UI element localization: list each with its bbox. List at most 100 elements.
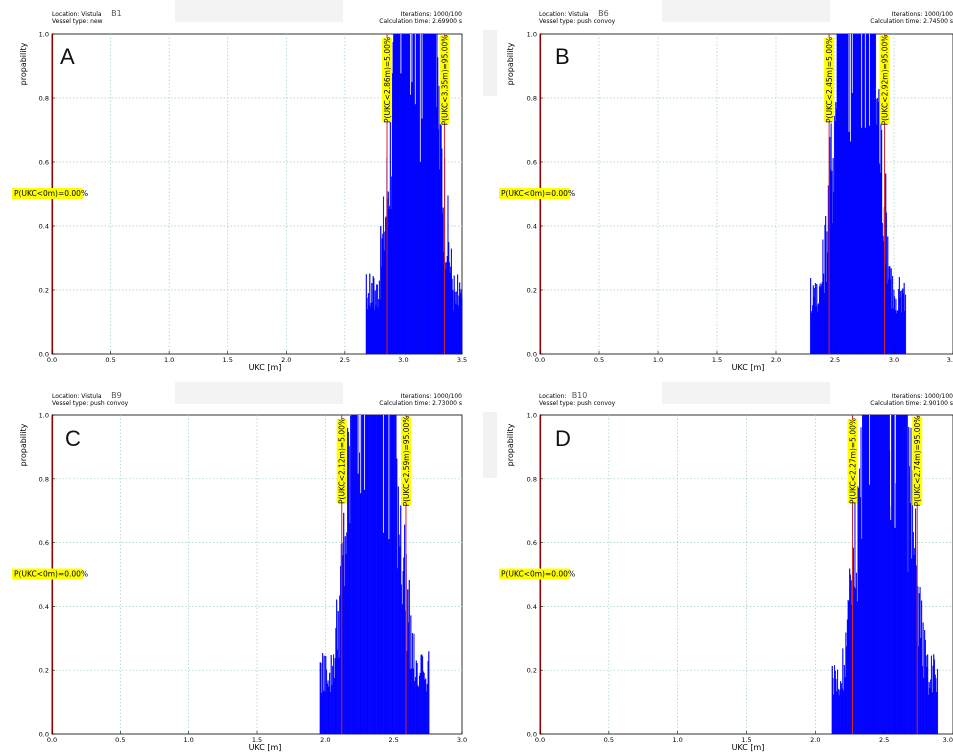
y-tick-label: 0.2 (39, 667, 49, 675)
p95-annotation-bg (879, 35, 890, 125)
p95-annotation: P(UKC<2.59m)=95.00% (402, 416, 411, 507)
y-tick-label: 0.6 (39, 539, 49, 547)
p95-annotation-bg (400, 416, 411, 506)
location-label: Location: Vistula (52, 11, 102, 18)
y-axis-label: propability (506, 423, 515, 466)
p05-annotation-bg (336, 418, 347, 504)
panel-letter: A (60, 44, 75, 69)
histogram-bar (428, 651, 430, 735)
histogram-bar (408, 579, 410, 735)
place-label: B1 (111, 9, 122, 18)
panel-a: Location: Vistula B1 Vessel type: new Itera… (12, 0, 467, 372)
vessel-type-label: Vessel type: push convoy (52, 400, 129, 407)
panel-letter: D (555, 426, 571, 451)
p05-annotation-bg (824, 37, 835, 123)
x-tick-label: 0.0 (535, 356, 545, 364)
x-tick-label: 0.5 (105, 356, 115, 364)
x-axis-label: UKC [m] (732, 363, 765, 372)
p95-annotation-group: P(UKC<2.92m)=95.00% (879, 35, 890, 126)
calc-time-label: Calculation time: 2.69900 s (379, 18, 462, 25)
x-tick-label: 2.0 (771, 356, 781, 364)
x-tick-label: 1.0 (164, 356, 174, 364)
place-label: B9 (111, 391, 122, 400)
histogram-bar (461, 297, 463, 355)
x-tick-label: 1.5 (712, 356, 722, 364)
x-tick-label: 2.5 (388, 736, 398, 744)
histogram-bar (936, 668, 939, 735)
y-tick-label: 0.2 (39, 287, 49, 295)
y-tick-label: 0.8 (39, 95, 49, 103)
y-tick-label: 0.4 (527, 223, 537, 231)
x-tick-label: 0.0 (47, 356, 57, 364)
x-tick-label: 3. (947, 356, 953, 364)
x-tick-label: 0.5 (594, 356, 604, 364)
x-tick-label: 2.5 (830, 356, 840, 364)
y-tick-label: 0.0 (527, 351, 537, 359)
x-tick-label: 0.5 (115, 736, 125, 744)
p95-annotation: P(UKC<3.35m)=95.00% (440, 35, 449, 126)
y-tick-label: 0.4 (39, 603, 49, 611)
separator-block-top (483, 30, 497, 96)
y-tick-label: 1.0 (39, 31, 49, 39)
y-tick-label: 1.0 (527, 412, 537, 420)
x-tick-label: 0.0 (47, 736, 57, 744)
p95-annotation-bg (439, 35, 450, 125)
y-axis-label: propability (506, 42, 515, 85)
header-blank-box (175, 382, 343, 404)
zero-annotation: P(UKC<0m)=0.00% (14, 189, 88, 198)
x-tick-label: 3.5 (457, 356, 467, 364)
zero-annotation: P(UKC<0m)=0.00% (14, 570, 88, 579)
p05-annotation: P(UKC<2.27m)=5.00% (849, 418, 858, 504)
p05-annotation: P(UKC<2.86m)=5.00% (383, 37, 392, 123)
y-tick-label: 0.0 (39, 351, 49, 359)
p95-annotation-group: P(UKC<2.74m)=95.00% (912, 416, 923, 507)
vessel-type-label: Vessel type: push convoy (539, 18, 616, 25)
x-tick-label: 1.0 (183, 736, 193, 744)
p95-annotation: P(UKC<2.74m)=95.00% (913, 416, 922, 507)
location-label: Location: Vistula (52, 393, 102, 400)
p95-annotation-group: P(UKC<3.35m)=95.00% (439, 35, 450, 126)
calc-time-label: Calculation time: 2.90100 s (870, 400, 953, 407)
zero-annotation-bg (499, 568, 570, 580)
y-tick-label: 0.6 (527, 159, 537, 167)
y-tick-label: 0.8 (527, 95, 537, 103)
location-label: Location: Vistula (539, 11, 589, 18)
p05-annotation: P(UKC<2.12m)=5.00% (338, 418, 347, 504)
x-tick-label: 3.0 (889, 356, 899, 364)
histogram-bar (927, 654, 929, 735)
y-axis-label: propability (19, 42, 28, 85)
header-blank-box (662, 382, 830, 404)
place-label: B6 (598, 9, 609, 18)
p05-annotation: P(UKC<2.45m)=5.00% (825, 37, 834, 123)
p05-annotation-group: P(UKC<2.12m)=5.00% (336, 418, 347, 504)
zero-annotation-bg (12, 188, 83, 199)
y-tick-label: 0.2 (527, 287, 537, 295)
x-tick-label: 3.0 (398, 356, 408, 364)
x-axis-label: UKC [m] (732, 743, 765, 752)
p05-annotation-group: P(UKC<2.86m)=5.00% (382, 37, 393, 123)
iterations-label: Iterations: 1000/100 (401, 393, 462, 400)
location-label: Location: (539, 393, 566, 400)
zero-annotation-bg (12, 568, 83, 580)
x-tick-label: 1.5 (741, 736, 751, 744)
y-tick-label: 0.4 (527, 603, 537, 611)
histogram-bar (885, 212, 887, 355)
x-tick-label: 2.5 (340, 356, 350, 364)
y-tick-label: 0.4 (39, 223, 49, 231)
x-tick-label: 1.5 (252, 736, 262, 744)
zero-annotation-bg (499, 188, 570, 199)
x-tick-label: 3.0 (943, 736, 953, 744)
y-tick-label: 0.0 (39, 731, 49, 739)
x-tick-label: 0.0 (535, 736, 545, 744)
x-tick-label: 0.5 (604, 736, 614, 744)
vessel-type-label: Vessel type: new (52, 18, 103, 25)
p95-annotation: P(UKC<2.92m)=95.00% (881, 35, 890, 126)
x-tick-label: 2.0 (810, 736, 820, 744)
x-tick-label: 2.0 (320, 736, 330, 744)
p05-annotation-group: P(UKC<2.45m)=5.00% (824, 37, 835, 123)
iterations-label: Iterations: 1000/100 (401, 11, 462, 18)
